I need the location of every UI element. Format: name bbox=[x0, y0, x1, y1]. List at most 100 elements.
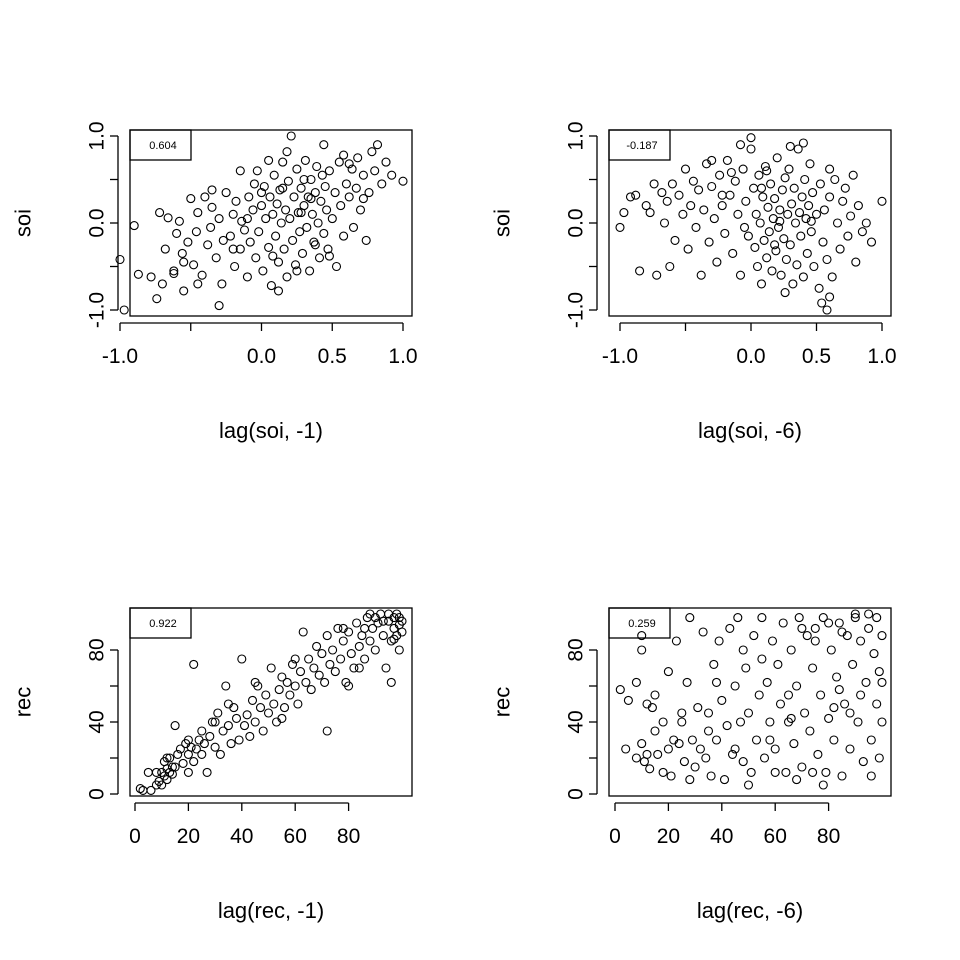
data-point bbox=[355, 205, 366, 215]
x-tick-label: 80 bbox=[817, 825, 840, 848]
data-point bbox=[300, 155, 310, 165]
plot-box bbox=[129, 129, 413, 317]
data-point bbox=[235, 244, 245, 254]
data-point bbox=[711, 735, 722, 745]
data-point bbox=[738, 645, 748, 655]
data-point bbox=[207, 202, 217, 212]
data-point bbox=[659, 218, 670, 228]
data-point bbox=[866, 735, 876, 745]
data-point bbox=[266, 281, 276, 291]
data-point bbox=[235, 166, 245, 176]
data-point bbox=[763, 202, 773, 212]
data-point bbox=[297, 248, 308, 258]
x-axis-title: lag(soi, -1) bbox=[219, 418, 323, 443]
y-axis-title: soi bbox=[490, 209, 515, 237]
data-point bbox=[162, 753, 172, 763]
data-point bbox=[822, 254, 832, 265]
data-point bbox=[274, 685, 284, 695]
x-axis-title: lag(soi, -6) bbox=[698, 418, 802, 443]
data-point bbox=[810, 623, 820, 633]
data-point bbox=[781, 767, 791, 777]
data-point bbox=[338, 623, 348, 633]
data-point bbox=[263, 708, 274, 718]
y-tick-label: 80 bbox=[85, 638, 108, 661]
data-point bbox=[384, 609, 394, 619]
data-point bbox=[637, 645, 647, 655]
data-point bbox=[853, 201, 863, 211]
data-point bbox=[717, 190, 727, 200]
data-point bbox=[278, 157, 288, 167]
data-point bbox=[351, 183, 361, 193]
data-point bbox=[749, 631, 759, 641]
data-point bbox=[381, 157, 391, 167]
data-point bbox=[306, 174, 316, 185]
data-point bbox=[824, 618, 834, 628]
data-point bbox=[306, 194, 316, 204]
data-point bbox=[160, 244, 170, 254]
data-point bbox=[751, 209, 761, 219]
data-point bbox=[856, 636, 866, 646]
data-point bbox=[295, 227, 305, 237]
data-point bbox=[295, 667, 306, 677]
data-point bbox=[344, 192, 354, 202]
data-point bbox=[386, 636, 396, 646]
data-point bbox=[358, 194, 368, 204]
data-point bbox=[398, 176, 408, 186]
data-point bbox=[248, 205, 258, 215]
data-point bbox=[818, 780, 828, 790]
data-point bbox=[623, 695, 633, 705]
data-point bbox=[806, 216, 816, 226]
data-point bbox=[119, 305, 129, 315]
data-point bbox=[780, 288, 790, 298]
data-point bbox=[354, 641, 364, 651]
data-point bbox=[739, 222, 750, 232]
data-point bbox=[725, 623, 735, 633]
data-point bbox=[245, 237, 255, 247]
data-point bbox=[698, 627, 708, 637]
data-point bbox=[775, 205, 785, 215]
data-point bbox=[303, 192, 313, 202]
data-point bbox=[754, 170, 764, 180]
data-point bbox=[242, 214, 252, 224]
data-point bbox=[293, 208, 303, 218]
data-point bbox=[239, 721, 250, 731]
data-point bbox=[743, 231, 753, 241]
data-point bbox=[286, 131, 296, 141]
data-point bbox=[319, 228, 329, 238]
data-point bbox=[279, 703, 290, 713]
data-point bbox=[172, 228, 182, 238]
data-point bbox=[733, 613, 743, 623]
data-point bbox=[717, 201, 727, 211]
data-point bbox=[378, 631, 388, 641]
data-point bbox=[394, 645, 404, 655]
data-point bbox=[798, 138, 808, 148]
data-point bbox=[650, 690, 660, 700]
data-point bbox=[155, 208, 165, 218]
scatter-panel-3: 0 20 40 60 80 0 40 80 lag(rec, -1) rec 0.922 bbox=[11, 607, 413, 923]
data-point bbox=[298, 627, 308, 637]
data-point bbox=[642, 749, 652, 759]
data-point bbox=[338, 636, 348, 646]
data-point bbox=[825, 192, 835, 202]
data-point bbox=[242, 710, 252, 720]
data-point bbox=[851, 257, 861, 267]
data-point bbox=[653, 749, 663, 759]
data-point bbox=[789, 183, 799, 193]
data-point bbox=[625, 192, 636, 202]
data-point bbox=[822, 305, 832, 315]
data-point bbox=[696, 270, 706, 280]
data-point bbox=[255, 703, 266, 713]
data-point bbox=[741, 663, 751, 673]
data-point bbox=[324, 251, 334, 261]
x-tick-label: 40 bbox=[710, 825, 733, 848]
data-point bbox=[197, 726, 207, 736]
data-point bbox=[339, 231, 349, 241]
data-point bbox=[207, 185, 217, 195]
data-point bbox=[174, 216, 184, 226]
data-point bbox=[331, 261, 342, 272]
data-point bbox=[848, 659, 858, 669]
data-point bbox=[277, 713, 287, 723]
data-point bbox=[765, 717, 775, 727]
data-point bbox=[266, 663, 276, 673]
data-point bbox=[694, 185, 704, 195]
